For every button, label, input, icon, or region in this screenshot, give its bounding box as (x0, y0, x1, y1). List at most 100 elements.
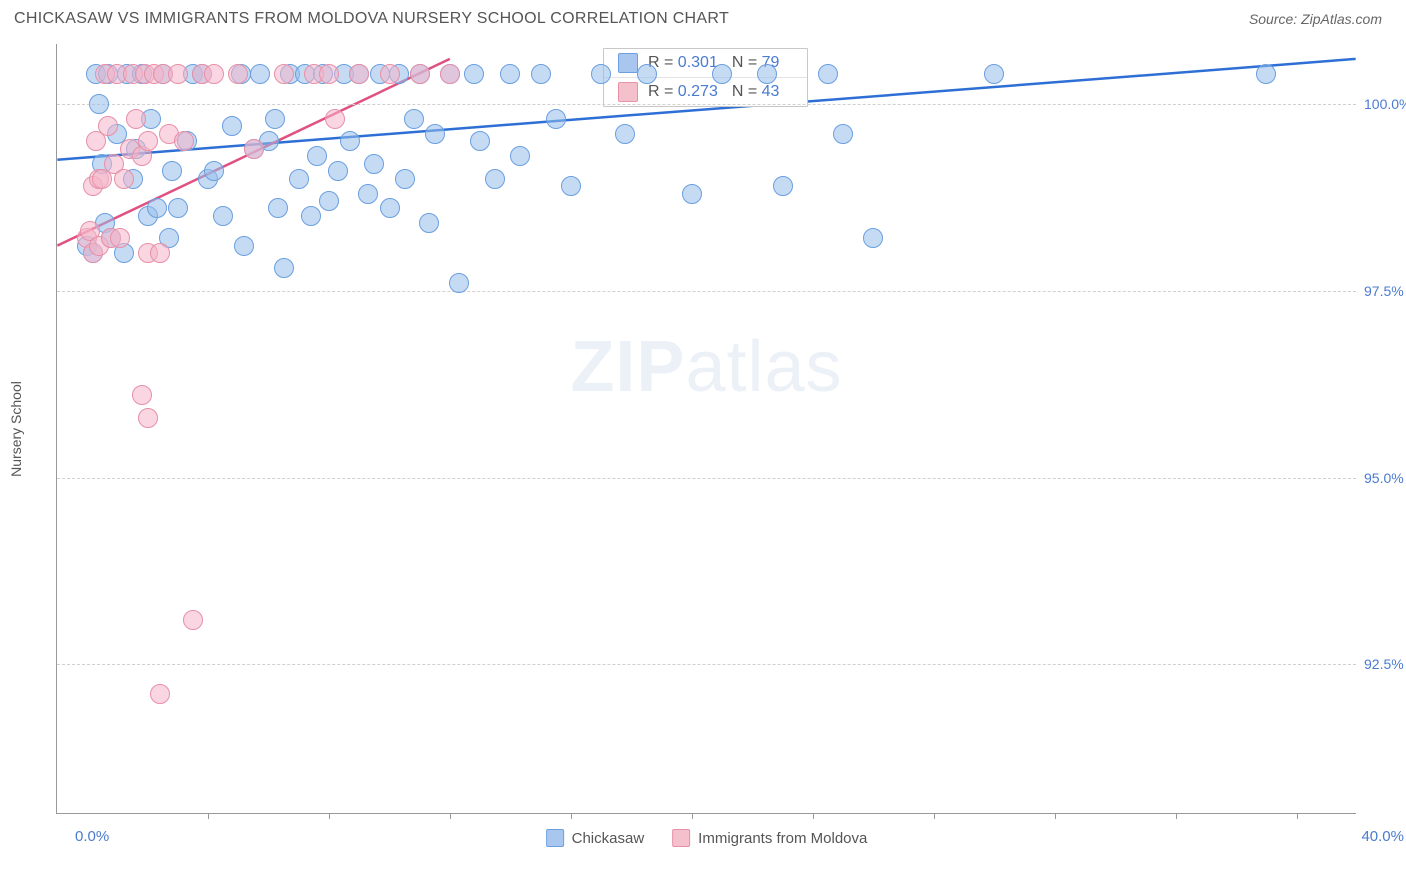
scatter-point (162, 161, 182, 181)
grid-line (57, 104, 1356, 105)
scatter-point (510, 146, 530, 166)
legend-label: Immigrants from Moldova (698, 830, 867, 847)
scatter-point (250, 64, 270, 84)
grid-line (57, 664, 1356, 665)
scatter-point (274, 258, 294, 278)
scatter-point (274, 64, 294, 84)
scatter-point (228, 64, 248, 84)
y-tick-label: 100.0% (1364, 96, 1406, 112)
chart-source: Source: ZipAtlas.com (1249, 11, 1382, 27)
grid-line (57, 478, 1356, 479)
plot-area: ZIPatlas R = 0.301N = 79R = 0.273N = 43 … (56, 44, 1356, 814)
scatter-point (561, 176, 581, 196)
scatter-point (89, 94, 109, 114)
legend-label: Chickasaw (572, 830, 645, 847)
scatter-point (150, 243, 170, 263)
legend-swatch-icon (618, 82, 638, 102)
x-tick (571, 813, 572, 819)
scatter-point (183, 610, 203, 630)
scatter-point (863, 228, 883, 248)
scatter-point (485, 169, 505, 189)
y-tick-label: 95.0% (1364, 470, 1406, 486)
scatter-point (204, 64, 224, 84)
chart-title: CHICKASAW VS IMMIGRANTS FROM MOLDOVA NUR… (14, 10, 729, 28)
chart-legend: Chickasaw Immigrants from Moldova (546, 829, 868, 847)
scatter-point (289, 169, 309, 189)
scatter-point (440, 64, 460, 84)
scatter-point (682, 184, 702, 204)
scatter-point (380, 64, 400, 84)
scatter-point (150, 684, 170, 704)
legend-item: Chickasaw (546, 829, 645, 847)
scatter-point (126, 109, 146, 129)
scatter-point (114, 169, 134, 189)
scatter-point (234, 236, 254, 256)
legend-swatch-icon (618, 53, 638, 73)
legend-swatch-icon (546, 829, 564, 847)
scatter-point (425, 124, 445, 144)
scatter-point (204, 161, 224, 181)
scatter-point (319, 64, 339, 84)
scatter-point (319, 191, 339, 211)
scatter-point (110, 228, 130, 248)
stats-box: R = 0.301N = 79R = 0.273N = 43 (603, 48, 808, 107)
scatter-point (364, 154, 384, 174)
scatter-point (712, 64, 732, 84)
scatter-point (174, 131, 194, 151)
legend-swatch-icon (672, 829, 690, 847)
scatter-point (500, 64, 520, 84)
x-tick (450, 813, 451, 819)
scatter-point (147, 198, 167, 218)
scatter-point (222, 116, 242, 136)
scatter-point (138, 408, 158, 428)
scatter-point (325, 109, 345, 129)
scatter-point (410, 64, 430, 84)
x-tick (813, 813, 814, 819)
legend-item: Immigrants from Moldova (672, 829, 867, 847)
x-tick (208, 813, 209, 819)
x-tick (1055, 813, 1056, 819)
watermark-zip: ZIP (570, 327, 685, 407)
x-axis-min-label: 0.0% (75, 828, 109, 845)
scatter-point (307, 146, 327, 166)
scatter-point (757, 64, 777, 84)
scatter-point (349, 64, 369, 84)
scatter-point (168, 64, 188, 84)
x-tick (329, 813, 330, 819)
scatter-point (301, 206, 321, 226)
scatter-point (132, 385, 152, 405)
scatter-point (637, 64, 657, 84)
scatter-point (470, 131, 490, 151)
scatter-point (591, 64, 611, 84)
scatter-point (213, 206, 233, 226)
scatter-point (395, 169, 415, 189)
scatter-point (818, 64, 838, 84)
stats-text: R = 0.273N = 43 (648, 83, 793, 101)
stats-row: R = 0.273N = 43 (604, 77, 807, 106)
scatter-point (419, 213, 439, 233)
scatter-point (168, 198, 188, 218)
scatter-point (404, 109, 424, 129)
scatter-point (328, 161, 348, 181)
scatter-point (449, 273, 469, 293)
scatter-point (773, 176, 793, 196)
scatter-point (546, 109, 566, 129)
grid-line (57, 291, 1356, 292)
scatter-point (358, 184, 378, 204)
trend-lines (57, 44, 1356, 813)
scatter-point (340, 131, 360, 151)
scatter-point (98, 116, 118, 136)
chart-container: Nursery School ZIPatlas R = 0.301N = 79R… (36, 44, 1376, 814)
scatter-point (244, 139, 264, 159)
scatter-point (380, 198, 400, 218)
chart-header: CHICKASAW VS IMMIGRANTS FROM MOLDOVA NUR… (0, 0, 1406, 34)
scatter-point (984, 64, 1004, 84)
scatter-point (833, 124, 853, 144)
scatter-point (138, 131, 158, 151)
scatter-point (1256, 64, 1276, 84)
y-tick-label: 97.5% (1364, 283, 1406, 299)
x-tick (934, 813, 935, 819)
watermark: ZIPatlas (570, 326, 842, 408)
x-tick (1176, 813, 1177, 819)
scatter-point (464, 64, 484, 84)
